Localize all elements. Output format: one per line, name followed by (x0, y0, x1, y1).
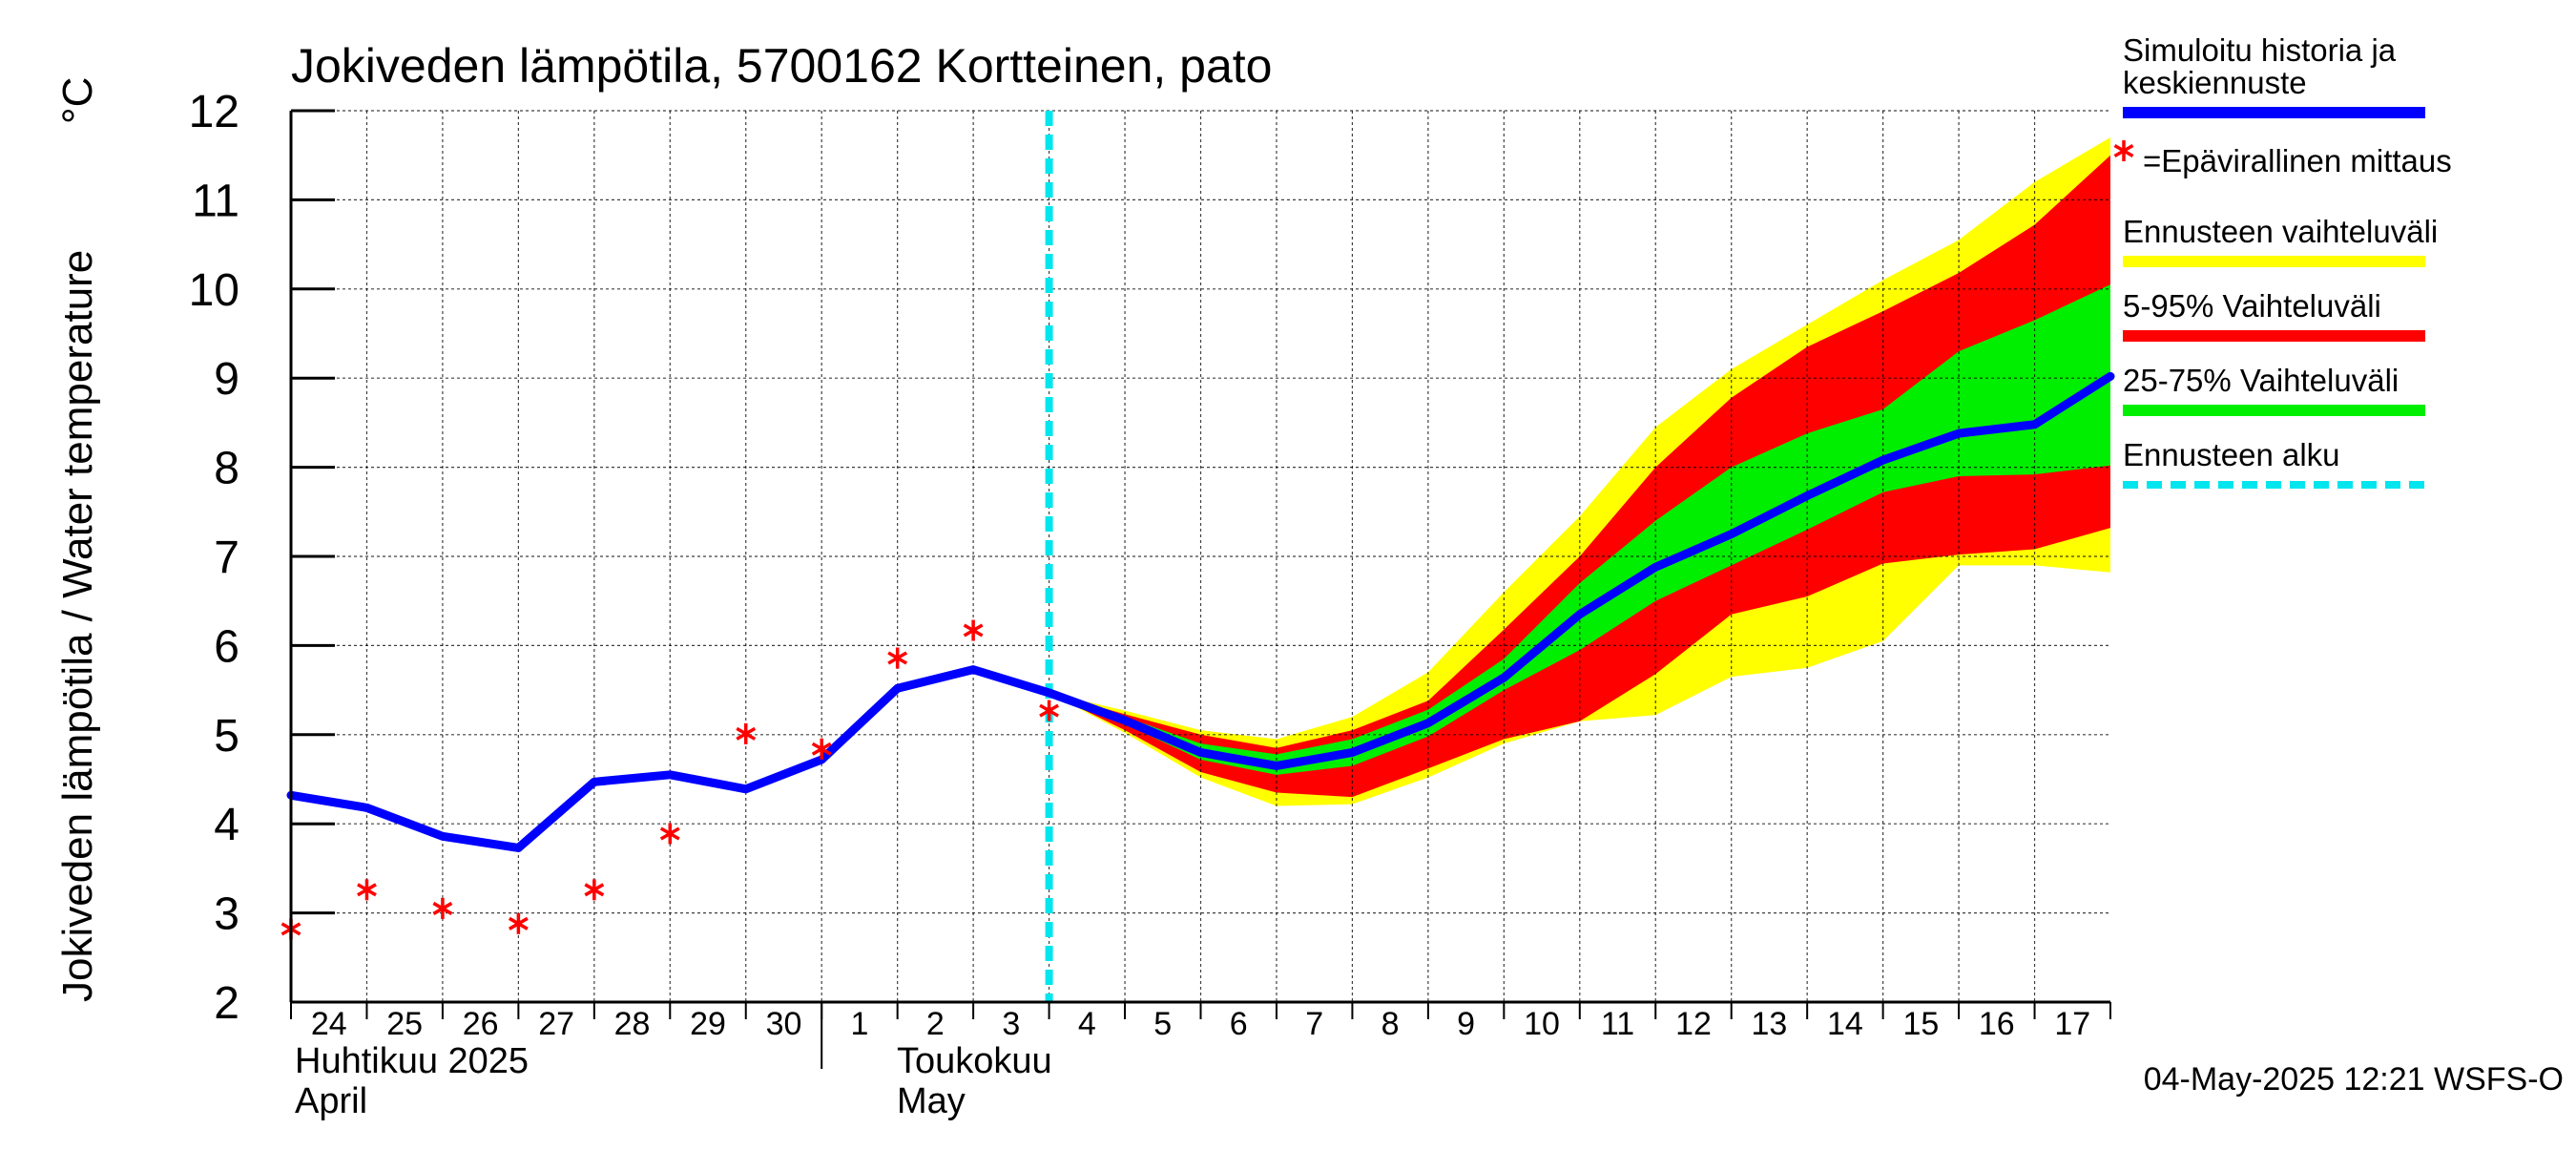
x-tick-label: 27 (538, 1006, 574, 1042)
x-tick-label: 9 (1457, 1006, 1475, 1042)
observation-point (508, 912, 529, 934)
y-tick-label: 5 (214, 711, 239, 762)
x-tick-label: 6 (1230, 1006, 1248, 1042)
observation-point (659, 823, 680, 845)
month-label-may-en: May (897, 1081, 966, 1121)
y-tick-label: 7 (214, 533, 239, 583)
x-tick-label: 1 (850, 1006, 868, 1042)
month-label-april-en: April (295, 1081, 367, 1121)
band-3 (1049, 284, 2110, 775)
x-tick-label: 5 (1153, 1006, 1172, 1042)
observation-point (887, 647, 908, 669)
x-tick-label: 26 (463, 1006, 499, 1042)
x-tick-label: 24 (311, 1006, 347, 1042)
y-tick-label: 4 (214, 800, 239, 850)
y-tick-label: 9 (214, 354, 239, 405)
x-tick-label: 2 (926, 1006, 945, 1042)
legend-label: 25-75% Vaihteluväli (2123, 363, 2399, 398)
x-tick-label: 29 (690, 1006, 726, 1042)
x-tick-label: 14 (1827, 1006, 1863, 1042)
x-tick-label: 7 (1305, 1006, 1323, 1042)
legend-label: 5-95% Vaihteluväli (2123, 288, 2381, 324)
x-tick-label: 25 (386, 1006, 423, 1042)
chart-title: Jokiveden lämpötila, 5700162 Kortteinen,… (291, 39, 1273, 93)
x-tick-label: 3 (1002, 1006, 1020, 1042)
y-tick-label: 2 (214, 978, 239, 1029)
legend-label: Ennusteen vaihteluväli (2123, 214, 2438, 249)
x-tick-label: 4 (1078, 1006, 1096, 1042)
x-tick-label: 28 (614, 1006, 651, 1042)
y-axis-label: Jokiveden lämpötila / Water temperature (54, 250, 101, 1002)
x-tick-label: 30 (766, 1006, 802, 1042)
x-tick-label: 11 (1601, 1006, 1634, 1042)
month-label-april-fi: Huhtikuu 2025 (295, 1041, 529, 1081)
y-tick-label: 12 (189, 87, 239, 137)
observation-point (584, 879, 605, 901)
x-tick-label: 15 (1902, 1006, 1939, 1042)
x-tick-label: 8 (1381, 1006, 1400, 1042)
legend-label: Ennusteen alku (2123, 437, 2340, 472)
observation-point (432, 897, 453, 919)
y-axis-unit: °C (54, 77, 101, 124)
x-tick-label: 12 (1675, 1006, 1712, 1042)
legend-label: =Epävirallinen mittaus (2143, 143, 2452, 178)
x-tick-label: 13 (1752, 1006, 1788, 1042)
observation-point (811, 738, 832, 760)
series-line-1 (286, 371, 2115, 852)
observation-point (736, 722, 757, 744)
observation-point (1039, 700, 1059, 721)
month-label-may-fi: Toukokuu (897, 1041, 1052, 1081)
timestamp: 04-May-2025 12:21 WSFS-O (2144, 1061, 2564, 1098)
observation-point (357, 879, 377, 901)
y-tick-label: 11 (192, 176, 239, 226)
y-tick-label: 6 (214, 621, 239, 672)
y-tick-label: 8 (214, 444, 239, 494)
observation-point (963, 619, 984, 641)
x-tick-label: 16 (1979, 1006, 2015, 1042)
legend-marker-observation (2113, 140, 2134, 161)
band-1 (1049, 137, 2110, 806)
x-tick-label: 10 (1524, 1006, 1560, 1042)
y-tick-label: 10 (189, 265, 239, 316)
legend-label: Simuloitu historia ja (2123, 32, 2397, 68)
y-tick-label: 3 (214, 889, 239, 940)
legend-label: keskiennuste (2123, 65, 2307, 100)
x-tick-label: 17 (2054, 1006, 2090, 1042)
